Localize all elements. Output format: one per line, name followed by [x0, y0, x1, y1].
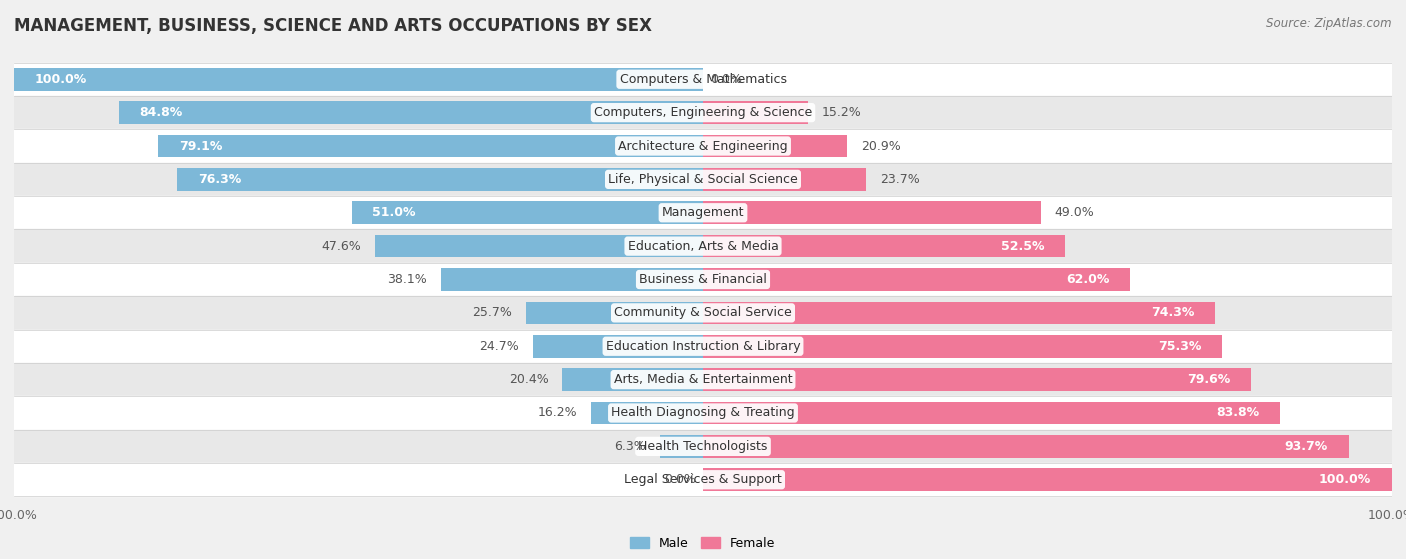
Text: 49.0%: 49.0%	[1054, 206, 1094, 219]
Text: Arts, Media & Entertainment: Arts, Media & Entertainment	[613, 373, 793, 386]
Text: 93.7%: 93.7%	[1285, 440, 1327, 453]
Bar	[14, 330, 1392, 363]
Text: Health Diagnosing & Treating: Health Diagnosing & Treating	[612, 406, 794, 419]
Text: Computers, Engineering & Science: Computers, Engineering & Science	[593, 106, 813, 119]
Bar	[703, 235, 1064, 258]
Bar	[14, 263, 1392, 296]
Bar	[562, 368, 703, 391]
Text: Business & Financial: Business & Financial	[640, 273, 766, 286]
Text: 20.4%: 20.4%	[509, 373, 548, 386]
Bar	[526, 301, 703, 324]
Bar	[659, 435, 703, 458]
Text: Legal Services & Support: Legal Services & Support	[624, 473, 782, 486]
Text: 74.3%: 74.3%	[1152, 306, 1194, 319]
Text: 76.3%: 76.3%	[198, 173, 242, 186]
Text: 75.3%: 75.3%	[1157, 340, 1201, 353]
Text: Computers & Mathematics: Computers & Mathematics	[620, 73, 786, 86]
Bar	[703, 335, 1222, 358]
Text: Health Technologists: Health Technologists	[638, 440, 768, 453]
Bar	[703, 435, 1348, 458]
Bar	[177, 168, 703, 191]
Bar	[14, 96, 1392, 129]
Bar	[592, 402, 703, 424]
Bar	[703, 468, 1392, 491]
Bar	[703, 402, 1281, 424]
Bar	[157, 135, 703, 157]
Bar	[703, 135, 846, 157]
Text: 38.1%: 38.1%	[387, 273, 427, 286]
Bar	[703, 101, 807, 124]
Text: 79.1%: 79.1%	[179, 140, 222, 153]
Bar	[14, 363, 1392, 396]
Bar	[375, 235, 703, 258]
Text: 25.7%: 25.7%	[472, 306, 512, 319]
Bar	[703, 301, 1215, 324]
Legend: Male, Female: Male, Female	[626, 532, 780, 555]
Text: Community & Social Service: Community & Social Service	[614, 306, 792, 319]
Bar	[703, 168, 866, 191]
Text: 15.2%: 15.2%	[821, 106, 862, 119]
Bar	[533, 335, 703, 358]
Text: 100.0%: 100.0%	[35, 73, 87, 86]
Bar	[14, 396, 1392, 430]
Bar	[14, 296, 1392, 330]
Text: Management: Management	[662, 206, 744, 219]
Text: 83.8%: 83.8%	[1216, 406, 1260, 419]
Text: 52.5%: 52.5%	[1001, 240, 1045, 253]
Text: 16.2%: 16.2%	[538, 406, 578, 419]
Bar	[14, 463, 1392, 496]
Text: 100.0%: 100.0%	[1319, 473, 1371, 486]
Bar	[703, 201, 1040, 224]
Text: Education, Arts & Media: Education, Arts & Media	[627, 240, 779, 253]
Text: 62.0%: 62.0%	[1066, 273, 1109, 286]
Text: Source: ZipAtlas.com: Source: ZipAtlas.com	[1267, 17, 1392, 30]
Text: 0.0%: 0.0%	[664, 473, 696, 486]
Bar	[14, 229, 1392, 263]
Bar	[14, 63, 1392, 96]
Bar	[118, 101, 703, 124]
Bar	[14, 430, 1392, 463]
Text: Life, Physical & Social Science: Life, Physical & Social Science	[609, 173, 797, 186]
Bar	[352, 201, 703, 224]
Bar	[14, 163, 1392, 196]
Bar	[703, 268, 1130, 291]
Bar	[703, 368, 1251, 391]
Text: 23.7%: 23.7%	[880, 173, 920, 186]
Text: 84.8%: 84.8%	[139, 106, 183, 119]
Text: 47.6%: 47.6%	[322, 240, 361, 253]
Text: 51.0%: 51.0%	[373, 206, 416, 219]
Text: 0.0%: 0.0%	[710, 73, 742, 86]
Bar	[14, 68, 703, 91]
Text: 6.3%: 6.3%	[614, 440, 645, 453]
Text: Education Instruction & Library: Education Instruction & Library	[606, 340, 800, 353]
Text: MANAGEMENT, BUSINESS, SCIENCE AND ARTS OCCUPATIONS BY SEX: MANAGEMENT, BUSINESS, SCIENCE AND ARTS O…	[14, 17, 652, 35]
Text: 20.9%: 20.9%	[860, 140, 900, 153]
Text: 79.6%: 79.6%	[1188, 373, 1230, 386]
Bar	[14, 129, 1392, 163]
Text: 24.7%: 24.7%	[479, 340, 519, 353]
Bar	[14, 196, 1392, 229]
Bar	[440, 268, 703, 291]
Text: Architecture & Engineering: Architecture & Engineering	[619, 140, 787, 153]
